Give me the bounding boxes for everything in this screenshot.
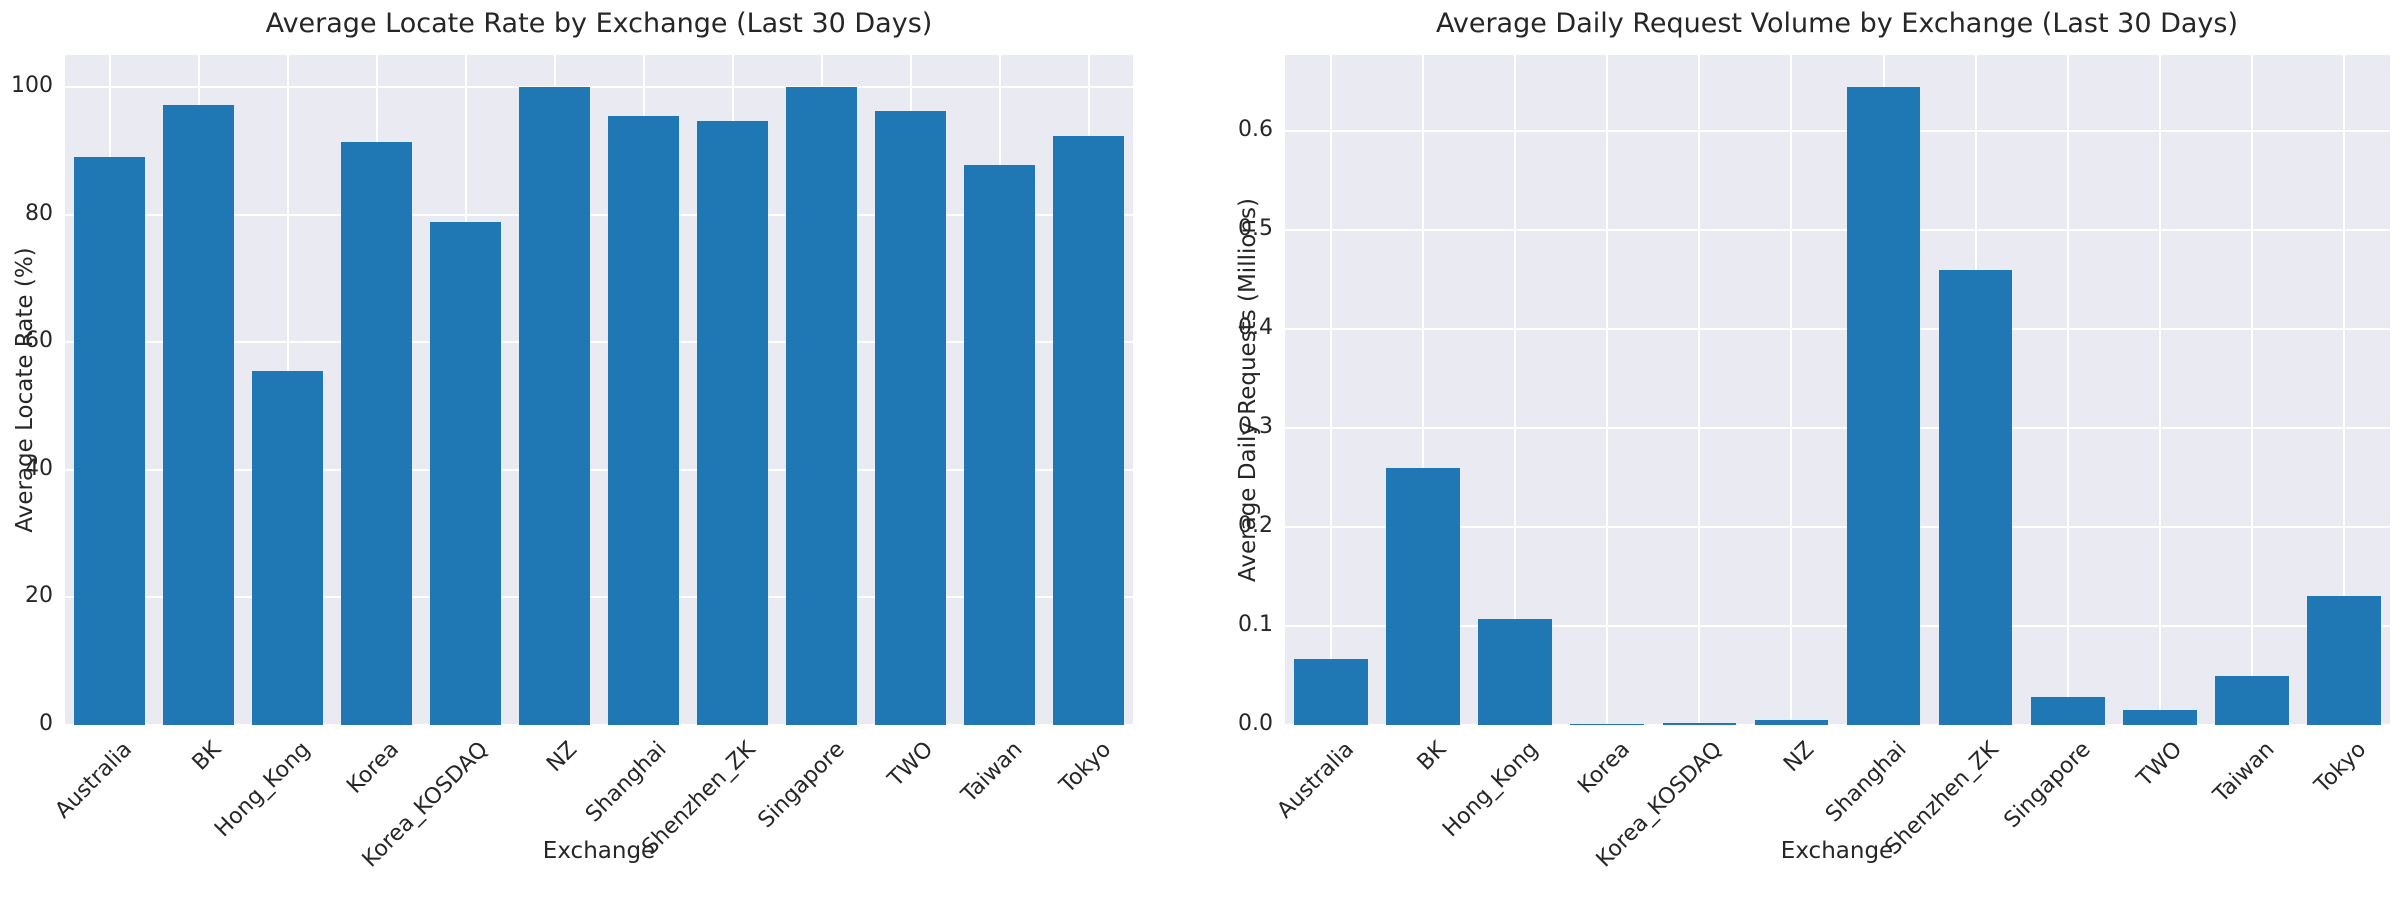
chart-title-request-volume: Average Daily Request Volume by Exchange… — [1435, 8, 2239, 39]
x-axis-label-request-volume: Exchange — [1780, 838, 1894, 864]
x-tick-label-Korea: Korea — [1573, 737, 1635, 799]
plot-area-request-volume — [1285, 55, 2390, 726]
x-gridline — [2342, 55, 2345, 725]
bar-Hong_Kong — [251, 370, 324, 725]
bar-Tokyo — [1052, 136, 1125, 725]
x-tick-label-Singapore: Singapore — [753, 737, 850, 834]
bar-NZ — [518, 86, 591, 725]
x-tick-label-Tokyo: Tokyo — [1054, 737, 1117, 799]
y-tick-label: 0.4 — [1238, 315, 1273, 341]
bar-Shenzhen_ZK — [696, 120, 769, 725]
y-tick-label: 100 — [11, 72, 53, 98]
x-gridline — [1606, 55, 1609, 725]
y-gridline — [1285, 427, 2390, 430]
x-tick-label-NZ: NZ — [1779, 737, 1820, 777]
plot-area-locate-rate — [65, 55, 1133, 726]
bar-TWO — [874, 111, 947, 725]
x-gridline — [2250, 55, 2253, 725]
bar-Shenzhen_ZK — [1938, 269, 2013, 725]
x-tick-label-Australia: Australia — [1272, 737, 1359, 824]
y-gridline — [1285, 625, 2390, 628]
y-tick-label: 0.5 — [1238, 216, 1273, 242]
x-tick-label-TWO: TWO — [883, 737, 939, 792]
bar-Tokyo — [2307, 596, 2381, 725]
y-tick-label: 0.0 — [1238, 711, 1273, 736]
x-gridline — [2158, 55, 2161, 725]
x-gridline — [1514, 55, 1517, 725]
y-gridline — [65, 596, 1133, 599]
bar-Shanghai — [607, 115, 680, 725]
y-gridline — [65, 468, 1133, 471]
x-tick-label-BK: BK — [187, 737, 227, 776]
bar-Singapore — [785, 86, 858, 725]
x-tick-label-Tokyo: Tokyo — [2310, 737, 2372, 799]
x-tick-label-Taiwan: Taiwan — [2208, 737, 2280, 808]
bar-NZ — [1754, 720, 1829, 725]
y-tick-label: 20 — [25, 583, 53, 609]
x-tick-label-Shanghai: Shanghai — [580, 737, 672, 828]
x-tick-label-Taiwan: Taiwan — [956, 737, 1028, 808]
y-gridline — [65, 85, 1133, 88]
x-tick-label-TWO: TWO — [2132, 737, 2188, 792]
y-tick-label: 0.3 — [1238, 414, 1273, 440]
bar-BK — [162, 104, 235, 725]
x-tick-label-Australia: Australia — [50, 737, 138, 824]
y-axis-label-locate-rate: Average Locate Rate (%) — [12, 247, 38, 533]
x-axis-label-locate-rate: Exchange — [542, 838, 656, 864]
y-gridline — [1285, 229, 2390, 232]
chart-title-locate-rate: Average Locate Rate by Exchange (Last 30… — [265, 8, 933, 39]
bar-Korea — [1570, 724, 1645, 725]
y-gridline — [1285, 130, 2390, 133]
y-tick-label: 40 — [25, 455, 53, 481]
bar-Australia — [73, 157, 146, 725]
x-tick-label-BK: BK — [1412, 737, 1451, 776]
x-gridline — [1790, 55, 1793, 725]
bar-Singapore — [2030, 697, 2105, 725]
bar-Australia — [1294, 658, 1368, 725]
bar-TWO — [2122, 710, 2197, 725]
y-tick-label: 0.1 — [1238, 612, 1273, 638]
x-gridline — [2066, 55, 2069, 725]
x-tick-label-Shanghai: Shanghai — [1820, 737, 1912, 828]
y-gridline — [65, 213, 1133, 216]
y-gridline — [1285, 724, 2390, 726]
x-gridline — [1330, 55, 1333, 725]
y-tick-label: 0.6 — [1238, 117, 1273, 143]
x-tick-label-NZ: NZ — [542, 737, 583, 777]
bar-Taiwan — [2215, 675, 2289, 725]
bar-Hong_Kong — [1478, 619, 1553, 725]
y-gridline — [1285, 328, 2390, 331]
bar-BK — [1386, 467, 1460, 725]
bar-Taiwan — [963, 164, 1036, 725]
y-gridline — [1285, 526, 2390, 529]
y-gridline — [65, 341, 1133, 344]
x-gridline — [1422, 55, 1425, 725]
bar-Korea_KOSDAQ — [1662, 723, 1737, 725]
y-gridline — [65, 724, 1133, 726]
bar-Shanghai — [1846, 86, 1921, 725]
x-tick-label-Korea: Korea — [342, 737, 405, 799]
x-tick-label-Singapore: Singapore — [1999, 737, 2096, 834]
x-gridline — [1698, 55, 1701, 725]
x-tick-label-Hong_Kong: Hong_Kong — [1437, 737, 1543, 843]
y-tick-label: 0.2 — [1238, 513, 1273, 539]
bar-Korea — [340, 141, 413, 725]
y-tick-label: 0 — [39, 711, 53, 736]
bar-Korea_KOSDAQ — [429, 221, 502, 725]
y-tick-label: 60 — [25, 328, 53, 354]
y-tick-label: 80 — [25, 200, 53, 226]
